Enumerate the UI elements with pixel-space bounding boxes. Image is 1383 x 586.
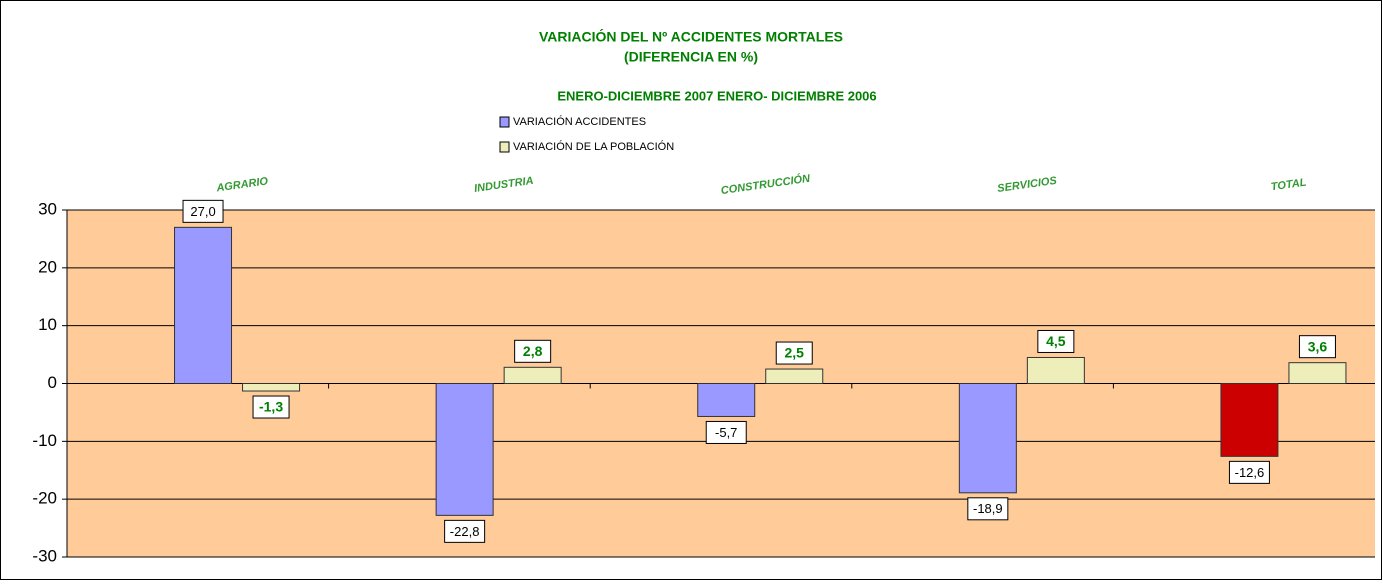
bar: [1220, 383, 1279, 457]
y-tick-label: 10: [38, 315, 57, 334]
bar: [503, 366, 562, 385]
bar: [1026, 356, 1085, 385]
data-label-box: [967, 497, 1009, 521]
chart-title: VARIACIÓN DEL Nº ACCIDENTES MORTALES: [539, 28, 843, 45]
data-label-box: [775, 341, 813, 365]
bar: [1288, 362, 1347, 384]
data-label: -18,9: [973, 501, 1003, 516]
x-tick-label: TOTAL: [1270, 176, 1307, 193]
legend-label: VARIACIÓN DE LA POBLACIÓN: [513, 140, 674, 153]
legend-swatch: [499, 116, 510, 128]
bar: [697, 383, 756, 417]
data-label: 2,5: [785, 345, 805, 361]
y-tick-label: -10: [32, 431, 57, 450]
data-label-box: [444, 519, 486, 543]
bar: [242, 383, 301, 392]
data-label: -12,6: [1235, 465, 1265, 480]
legend-swatch: [499, 141, 510, 153]
legend-label: VARIACIÓN ACCIDENTES: [513, 115, 646, 128]
data-label: -1,3: [259, 399, 283, 415]
data-label-box: [252, 395, 290, 419]
data-label: 27,0: [190, 204, 215, 219]
data-label-box: [1037, 329, 1075, 353]
y-tick-label: -30: [32, 546, 57, 565]
data-label-box: [1228, 460, 1270, 484]
y-tick-label: -20: [32, 489, 57, 508]
data-label-box: [514, 339, 552, 363]
data-label: 2,8: [523, 343, 543, 359]
data-label-box: [182, 199, 224, 223]
bar: [958, 383, 1017, 494]
data-label: 4,5: [1046, 333, 1066, 349]
data-label: 3,6: [1308, 338, 1328, 354]
bar: [174, 226, 233, 384]
chart-title: (DIFERENCIA EN %): [624, 49, 758, 65]
data-label-box: [1298, 335, 1336, 359]
bar: [435, 383, 494, 516]
chart-subtitle: ENERO-DICIEMBRE 2007 ENERO- DICIEMBRE 20…: [557, 88, 876, 103]
data-label: -22,8: [450, 524, 480, 539]
data-label: -5,7: [715, 425, 737, 440]
bar: [765, 368, 824, 384]
y-tick-label: 0: [48, 373, 57, 392]
y-tick-label: 30: [38, 199, 57, 218]
y-tick-label: 20: [38, 257, 57, 276]
data-label-box: [705, 420, 747, 444]
